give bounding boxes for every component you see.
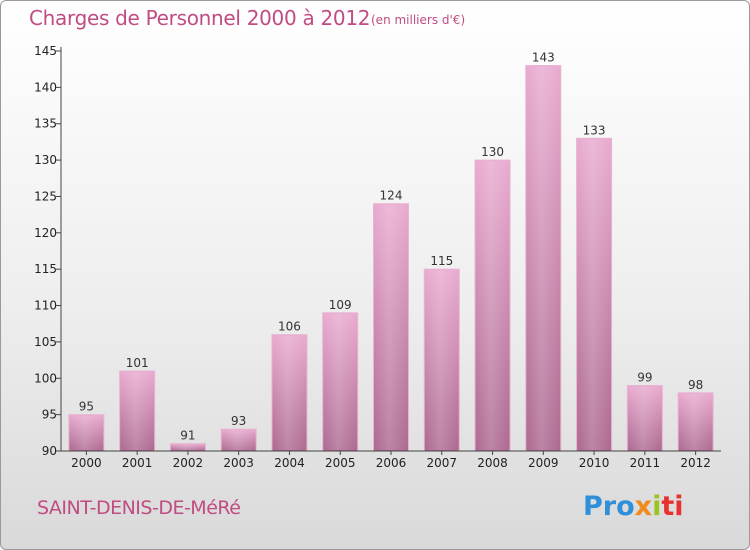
bar-2007 bbox=[423, 268, 460, 452]
bar-shine bbox=[425, 270, 459, 450]
bar-shine bbox=[222, 430, 256, 450]
x-tick-label: 2006 bbox=[376, 456, 407, 470]
bar-2002 bbox=[169, 443, 206, 452]
bar-value-label: 143 bbox=[532, 51, 555, 65]
proxiti-logo: Proxiti bbox=[583, 491, 684, 522]
bar-value-label: 124 bbox=[380, 189, 403, 203]
bar-shine bbox=[120, 372, 154, 450]
bar-shine bbox=[526, 66, 560, 450]
x-tick-label: 2009 bbox=[528, 456, 559, 470]
x-tick-label: 2010 bbox=[579, 456, 610, 470]
bar-2000 bbox=[68, 414, 105, 452]
commune-name: SAINT-DENIS-DE-MéRé bbox=[37, 497, 241, 519]
x-tick-label: 2011 bbox=[630, 456, 661, 470]
bar-2008 bbox=[474, 159, 511, 452]
chart-subtitle: (en milliers d'€) bbox=[371, 13, 466, 27]
bar-2003 bbox=[220, 428, 257, 452]
bar-value-label: 93 bbox=[231, 414, 246, 428]
x-tick-label: 2007 bbox=[426, 456, 457, 470]
bar-2006 bbox=[373, 203, 409, 452]
y-tick-label: 105 bbox=[34, 335, 57, 349]
x-axis: 2000 2001 2002 2003 2004 2005 2006 2007 2008 2009… bbox=[61, 450, 721, 470]
bar-value-label: 130 bbox=[481, 145, 504, 159]
y-tick-label: 125 bbox=[34, 189, 57, 203]
bar-shine bbox=[628, 386, 662, 450]
bar-shine bbox=[171, 444, 205, 450]
bar-shine bbox=[679, 393, 713, 450]
bar-2001 bbox=[119, 370, 156, 452]
bar-2010 bbox=[576, 137, 613, 452]
x-tick-label: 2012 bbox=[680, 456, 711, 470]
bar-shine bbox=[577, 139, 611, 451]
logo-part-4: ti bbox=[661, 491, 684, 522]
y-tick-label: 100 bbox=[34, 371, 57, 385]
chart-title: Charges de Personnel 2000 à 2012 bbox=[29, 6, 371, 30]
bar-shine bbox=[272, 335, 306, 450]
y-tick-label: 140 bbox=[34, 80, 57, 94]
bars: 95 101 91 93 106 109 124 115 130 143 133 99 98 bbox=[68, 51, 714, 452]
x-tick-label: 2002 bbox=[173, 456, 204, 470]
bar-value-label: 95 bbox=[79, 400, 94, 414]
x-tick-label: 2003 bbox=[223, 456, 254, 470]
bar-2004 bbox=[271, 334, 308, 452]
y-tick-label: 135 bbox=[34, 117, 57, 131]
logo-part-2: x bbox=[634, 491, 653, 522]
bar-value-label: 101 bbox=[126, 356, 149, 370]
bar-shine bbox=[323, 313, 357, 450]
bar-2005 bbox=[322, 312, 359, 452]
x-tick-label: 2001 bbox=[122, 456, 153, 470]
bar-value-label: 133 bbox=[583, 123, 606, 137]
x-tick-label: 2008 bbox=[477, 456, 508, 470]
y-tick-label: 90 bbox=[42, 444, 57, 458]
x-tick-label: 2004 bbox=[274, 456, 305, 470]
y-tick-label: 110 bbox=[34, 299, 57, 313]
bar-value-label: 98 bbox=[688, 378, 703, 392]
bar-2009 bbox=[525, 65, 562, 452]
x-tick-label: 2005 bbox=[325, 456, 356, 470]
y-tick-label: 120 bbox=[34, 226, 57, 240]
bar-value-label: 91 bbox=[180, 429, 195, 443]
logo-part-1: Pro bbox=[583, 491, 635, 522]
bar-2012 bbox=[677, 392, 714, 452]
bar-value-label: 115 bbox=[430, 254, 453, 268]
bar-value-label: 106 bbox=[278, 320, 301, 334]
x-tick-label: 2000 bbox=[71, 456, 102, 470]
logo-part-3: i bbox=[652, 491, 662, 522]
bar-value-label: 109 bbox=[329, 298, 352, 312]
y-tick-label: 130 bbox=[34, 153, 57, 167]
y-tick-label: 115 bbox=[34, 262, 57, 276]
bar-shine bbox=[476, 161, 510, 450]
bar-value-label: 99 bbox=[637, 371, 652, 385]
bar-shine bbox=[374, 204, 408, 450]
y-tick-label: 145 bbox=[34, 44, 57, 58]
y-axis: 90 95 100 105 110 115 120 125 130 135 140 145 bbox=[34, 44, 62, 458]
y-tick-label: 95 bbox=[42, 408, 57, 422]
bar-shine bbox=[69, 415, 103, 450]
bar-2011 bbox=[626, 385, 663, 452]
